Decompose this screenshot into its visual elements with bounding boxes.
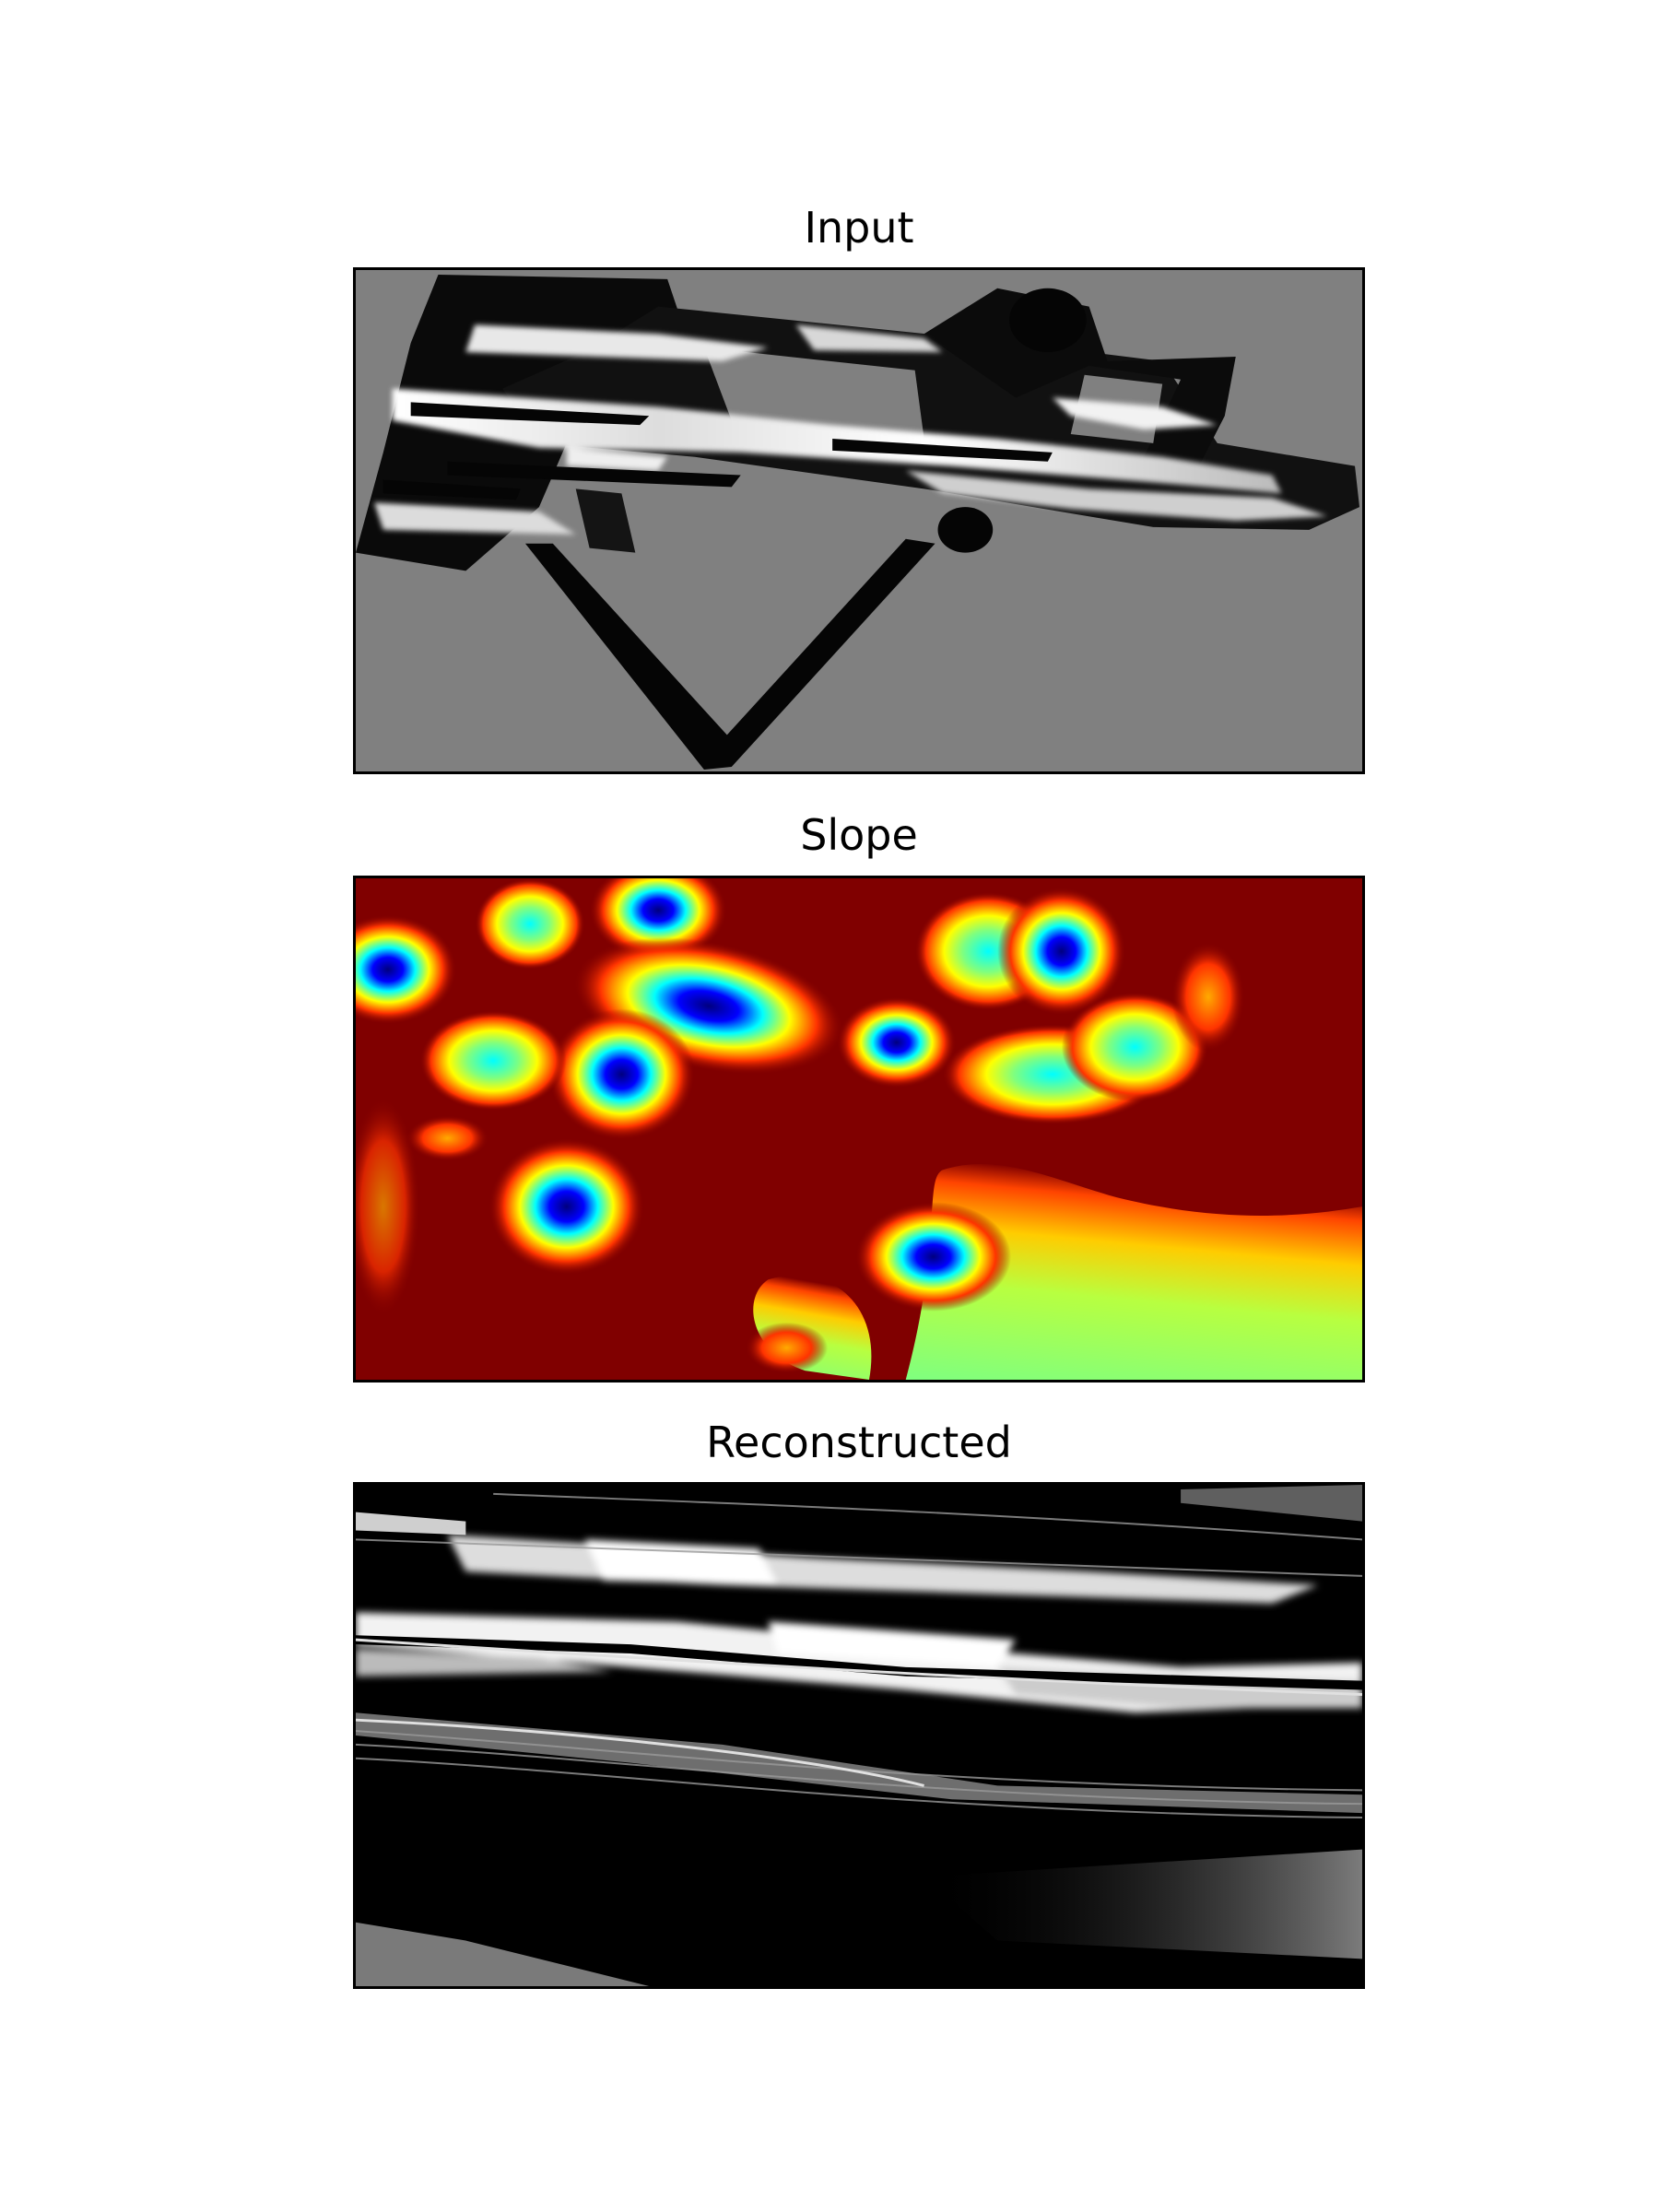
slope-blob [745, 1322, 829, 1374]
slope-blob [488, 1137, 645, 1276]
slope-blob [997, 887, 1126, 1016]
slope-blob [356, 914, 457, 1025]
slope-blob [855, 1202, 1012, 1312]
slope-blob [547, 1008, 695, 1140]
input-image [356, 274, 1360, 771]
slope-blob [837, 996, 957, 1088]
reconstructed-image [356, 1485, 1362, 1986]
panel-title-reconstructed: Reconstructed [706, 1418, 1012, 1467]
slope-blob [1061, 992, 1208, 1102]
slope-blob [419, 1010, 567, 1112]
slope-image-panel [353, 876, 1365, 1382]
panel-title-slope: Slope [800, 810, 918, 860]
input-region-right-frame [924, 288, 1236, 466]
slope-blob [406, 1115, 489, 1161]
input-region-v-streak [524, 538, 935, 771]
reconstructed-image-panel [353, 1482, 1365, 1989]
panel-title-input: Input [804, 203, 914, 253]
slope-image [356, 878, 1362, 1380]
slope-blob [475, 878, 585, 970]
input-image-panel [353, 267, 1365, 774]
reconstructed-bright-bands [356, 1535, 1362, 1713]
slope-blob [1171, 942, 1245, 1052]
